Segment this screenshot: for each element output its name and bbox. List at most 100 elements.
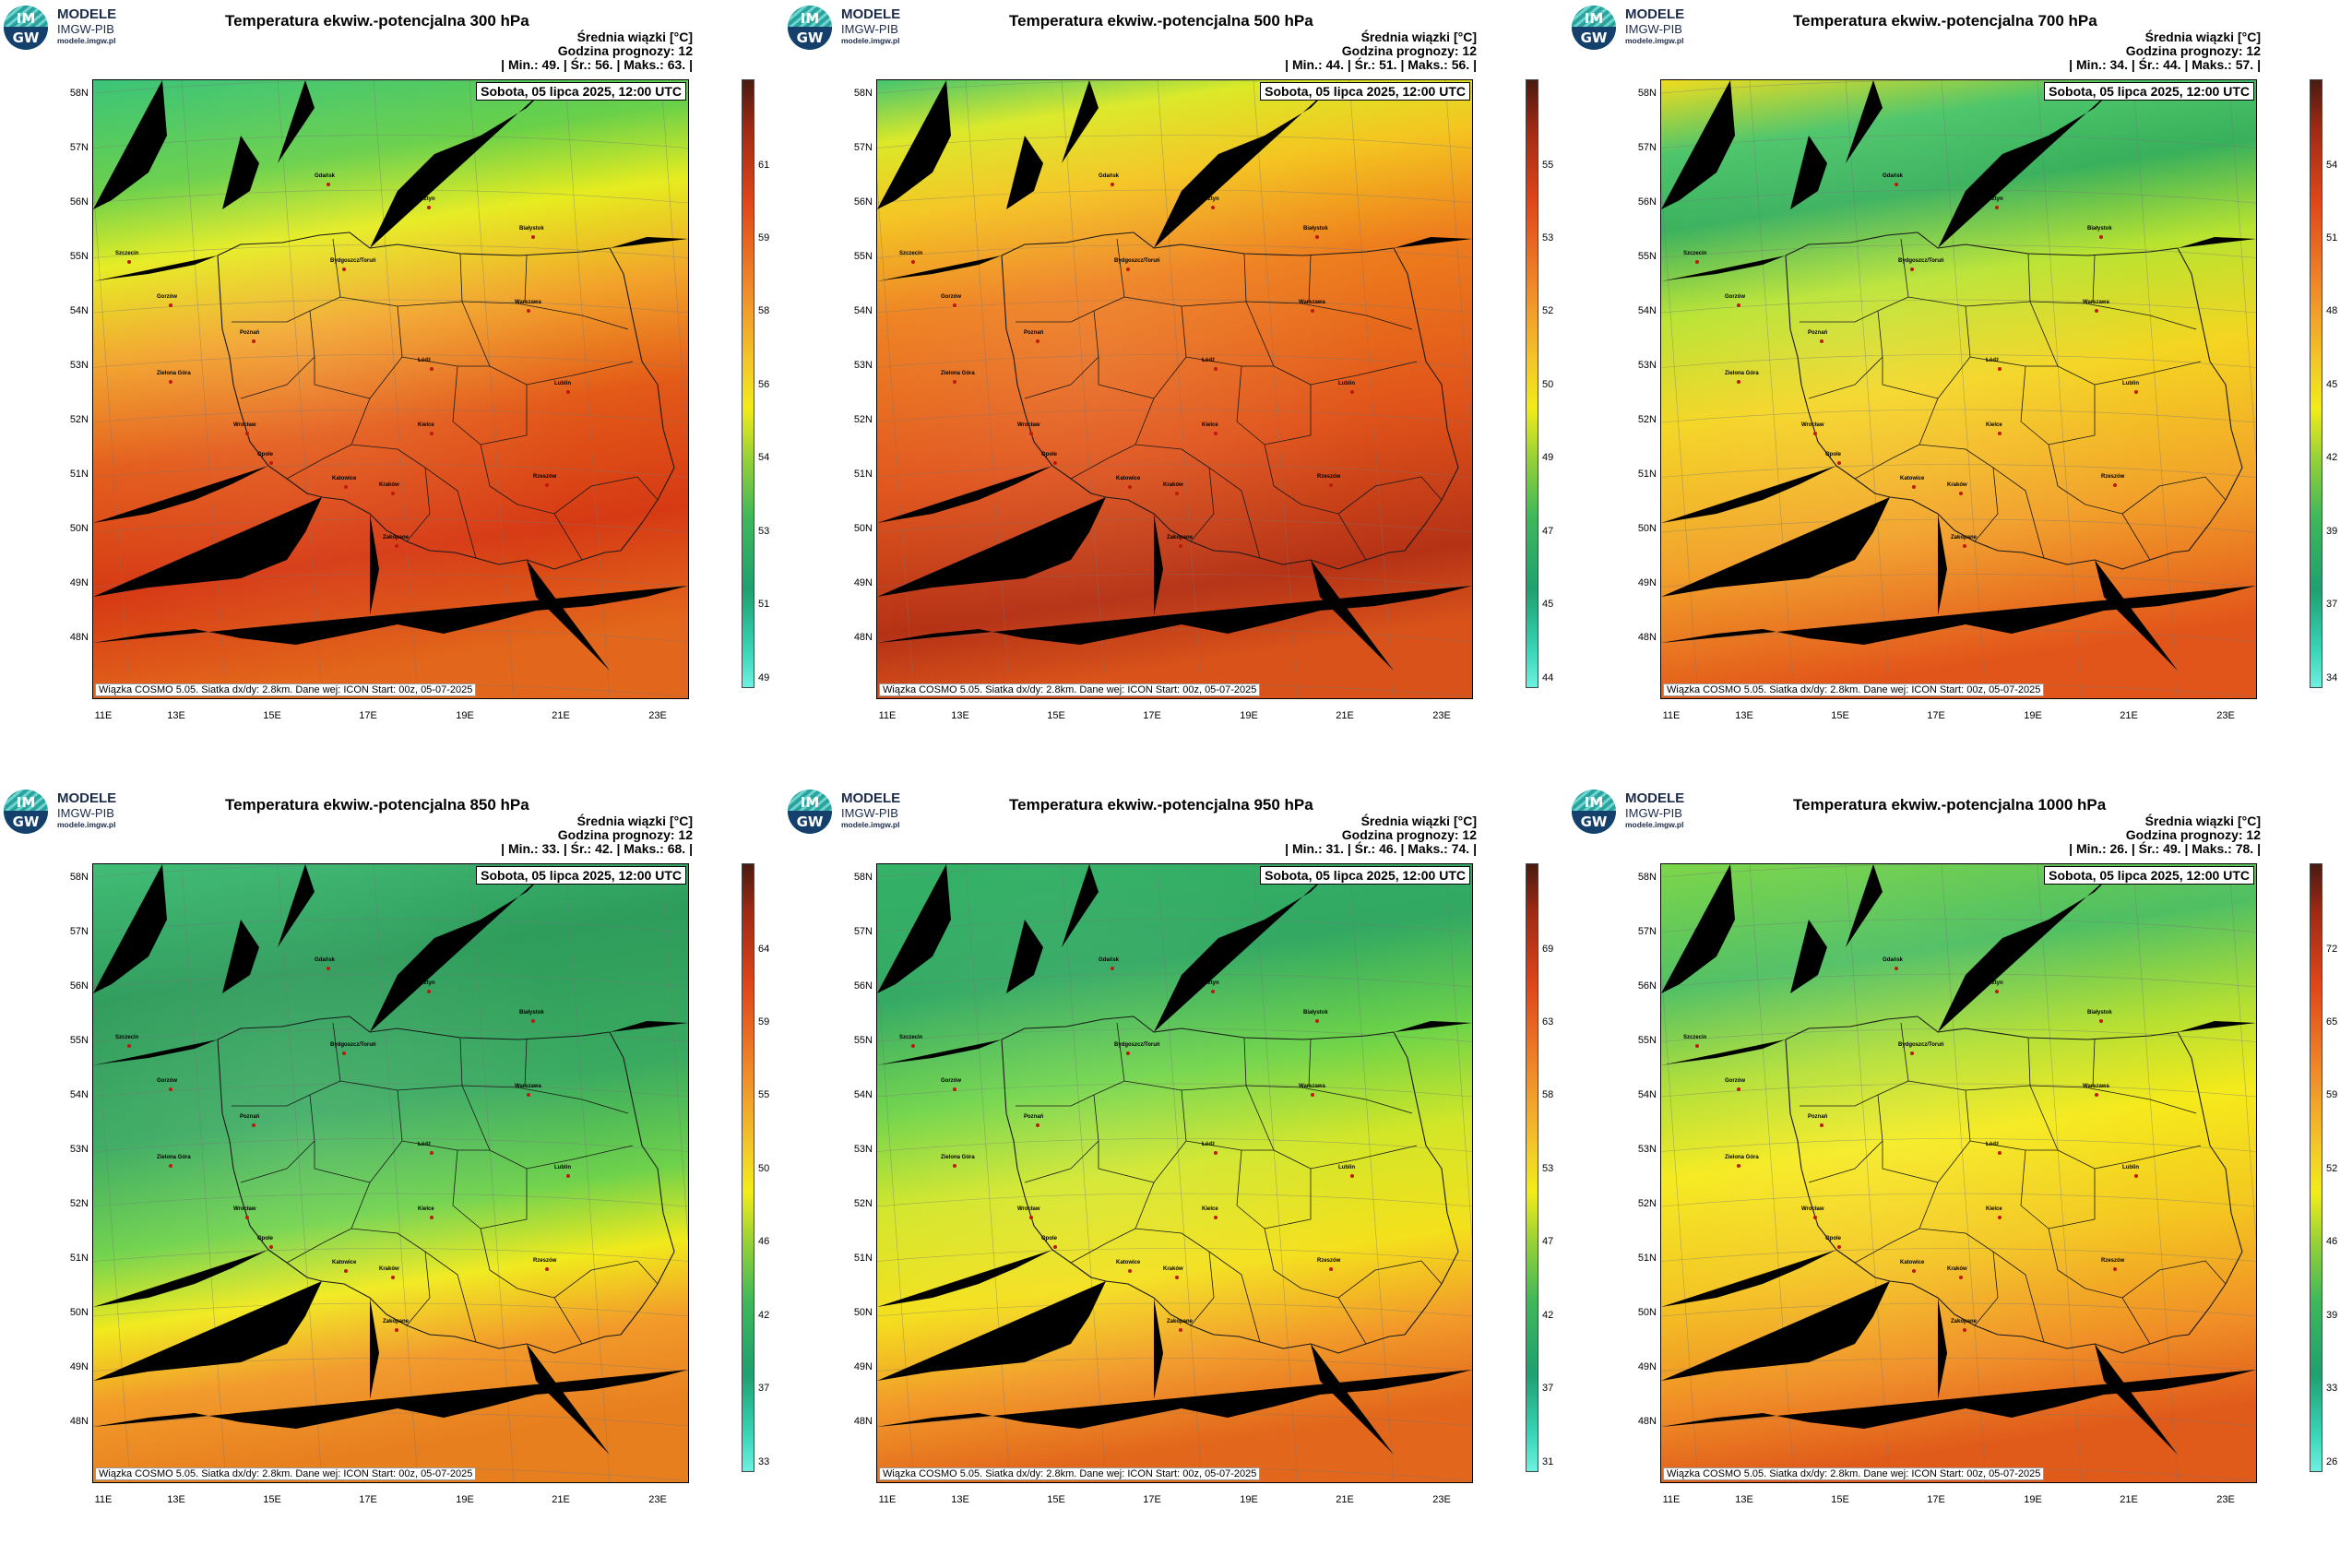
city-marker xyxy=(1820,1123,1823,1127)
city-marker xyxy=(531,1019,535,1023)
city-label: Warszawa xyxy=(1299,1084,1325,1089)
city-marker xyxy=(1214,1151,1218,1155)
longitude-label: 15E xyxy=(263,1494,281,1505)
city-marker xyxy=(1963,544,1966,548)
imgw-logo: IM GW MODELE IMGW-PIB modele.imgw.pl xyxy=(788,790,926,834)
scale-tick-label: 54 xyxy=(2326,160,2338,171)
city-label: Szczecin xyxy=(899,1035,923,1040)
map-area[interactable]: Gdańsk Olsztyn Szczecin Białystok Bydgoszcz/… xyxy=(92,863,689,1483)
scale-tick-label: 46 xyxy=(758,1236,770,1247)
city-marker xyxy=(1995,206,1999,209)
longitude-label: 13E xyxy=(167,710,185,721)
logo-badge-top: IM xyxy=(1584,10,1604,27)
city-marker xyxy=(1126,267,1130,271)
latitude-label: 51N xyxy=(853,469,873,480)
city-label: Warszawa xyxy=(515,1084,541,1089)
city-label: Warszawa xyxy=(2083,1084,2109,1089)
longitude-label: 23E xyxy=(648,1494,667,1505)
imgw-logo-icon: IM GW xyxy=(1572,6,1616,50)
logo-badge-top: IM xyxy=(1584,794,1604,811)
latitude-label: 53N xyxy=(69,360,89,371)
forecast-panel: IM GW MODELE IMGW-PIB modele.imgw.pl Temperat… xyxy=(0,784,784,1568)
city-marker xyxy=(430,1151,434,1155)
scale-tick-label: 26 xyxy=(2326,1456,2338,1467)
city-marker xyxy=(1029,432,1033,435)
city-label: Gdańsk xyxy=(315,173,336,179)
city-label: Białystok xyxy=(1303,1010,1328,1016)
forecast-hour: Godzina prognozy: 12 xyxy=(2125,43,2261,58)
city-label: Bydgoszcz/Toruń xyxy=(1898,258,1944,264)
scale-tick-label: 42 xyxy=(2326,452,2338,463)
longitude-label: 13E xyxy=(951,1494,969,1505)
logo-line1: MODELE xyxy=(57,790,117,806)
city-label: Rzeszów xyxy=(1317,1258,1341,1264)
city-label: Lublin xyxy=(554,381,571,386)
scale-tick-label: 49 xyxy=(758,672,770,683)
map-field xyxy=(877,864,1472,1482)
logo-url: modele.imgw.pl xyxy=(1625,36,1684,45)
city-label: Olsztyn xyxy=(415,980,435,986)
city-label: Zielona Góra xyxy=(1725,371,1759,376)
map-area[interactable]: Gdańsk Olsztyn Szczecin Białystok Bydgoszcz/… xyxy=(876,863,1473,1483)
panel-title: Temperatura ekwiw.-potencjalna 1000 hPa xyxy=(1793,796,2107,814)
city-marker xyxy=(1998,367,2002,371)
scale-tick-label: 44 xyxy=(1542,672,1554,683)
scale-tick-label: 59 xyxy=(758,1016,770,1028)
panel-title: Temperatura ekwiw.-potencjalna 850 hPa xyxy=(225,796,529,814)
map-area[interactable]: Gdańsk Olsztyn Szczecin Białystok Bydgoszcz/… xyxy=(92,79,689,699)
city-label: Zakopane xyxy=(1951,535,1978,540)
city-label: Olsztyn xyxy=(415,196,435,202)
forecast-panel: IM GW MODELE IMGW-PIB modele.imgw.pl Temperat… xyxy=(784,0,1568,784)
logo-line2: IMGW-PIB xyxy=(57,22,114,36)
city-marker xyxy=(1175,492,1179,495)
graticule xyxy=(1661,864,2256,1482)
city-label: Kielce xyxy=(1202,422,1218,428)
city-marker xyxy=(1737,1087,1740,1091)
city-label: Poznań xyxy=(240,1114,260,1120)
city-label: Zielona Góra xyxy=(157,371,191,376)
longitude-label: 17E xyxy=(1143,1494,1161,1505)
stats-line: | Min.: 33. | Śr.: 42. | Maks.: 68. | xyxy=(501,841,693,856)
city-marker xyxy=(2113,483,2117,487)
city-marker xyxy=(1998,1216,2002,1219)
longitude-label: 21E xyxy=(1336,1494,1354,1505)
map-area[interactable]: Gdańsk Olsztyn Szczecin Białystok Bydgoszcz/… xyxy=(1660,79,2257,699)
city-label: Lublin xyxy=(2122,1165,2139,1170)
longitude-label: 17E xyxy=(359,710,377,721)
city-label: Zielona Góra xyxy=(157,1155,191,1160)
logo-badge-top: IM xyxy=(16,794,36,811)
stats-line: | Min.: 34. | Śr.: 44. | Maks.: 57. | xyxy=(2069,57,2261,72)
graticule xyxy=(93,864,688,1482)
latitude-label: 54N xyxy=(69,305,89,316)
stats-block: Średnia wiązki [°C] Godzina prognozy: 12 |… xyxy=(2069,814,2261,856)
city-marker xyxy=(427,990,431,993)
city-marker xyxy=(1695,1044,1699,1048)
map-area[interactable]: Gdańsk Olsztyn Szczecin Białystok Bydgoszcz/… xyxy=(876,79,1473,699)
map-area[interactable]: Gdańsk Olsztyn Szczecin Białystok Bydgoszcz/… xyxy=(1660,863,2257,1483)
scale-tick-label: 61 xyxy=(758,160,770,171)
latitude-label: 52N xyxy=(853,1198,873,1209)
city-label: Gdańsk xyxy=(1883,957,1904,963)
longitude-label: 17E xyxy=(1143,710,1161,721)
latitude-label: 50N xyxy=(1637,523,1657,534)
city-marker xyxy=(953,303,956,307)
logo-badge-bottom: GW xyxy=(1572,811,1616,834)
city-marker xyxy=(527,1093,530,1097)
valid-date: Sobota, 05 lipca 2025, 12:00 UTC xyxy=(476,82,686,101)
city-marker xyxy=(566,390,570,394)
city-label: Bydgoszcz/Toruń xyxy=(1114,258,1160,264)
imgw-logo-icon: IM GW xyxy=(1572,790,1616,834)
logo-url: modele.imgw.pl xyxy=(841,36,900,45)
stats-block: Średnia wiązki [°C] Godzina prognozy: 12 |… xyxy=(1285,814,1477,856)
city-marker xyxy=(245,432,249,435)
longitude-label: 21E xyxy=(2120,710,2138,721)
city-label: Lublin xyxy=(554,1165,571,1170)
city-marker xyxy=(1695,260,1699,264)
city-marker xyxy=(1111,967,1114,970)
scale-tick-label: 49 xyxy=(1542,452,1554,463)
valid-date: Sobota, 05 lipca 2025, 12:00 UTC xyxy=(1260,866,1470,885)
latitude-label: 57N xyxy=(69,142,89,153)
imgw-logo: IM GW MODELE IMGW-PIB modele.imgw.pl xyxy=(4,790,142,834)
city-label: Opole xyxy=(1041,1236,1058,1241)
scale-tick-label: 39 xyxy=(2326,1310,2338,1321)
